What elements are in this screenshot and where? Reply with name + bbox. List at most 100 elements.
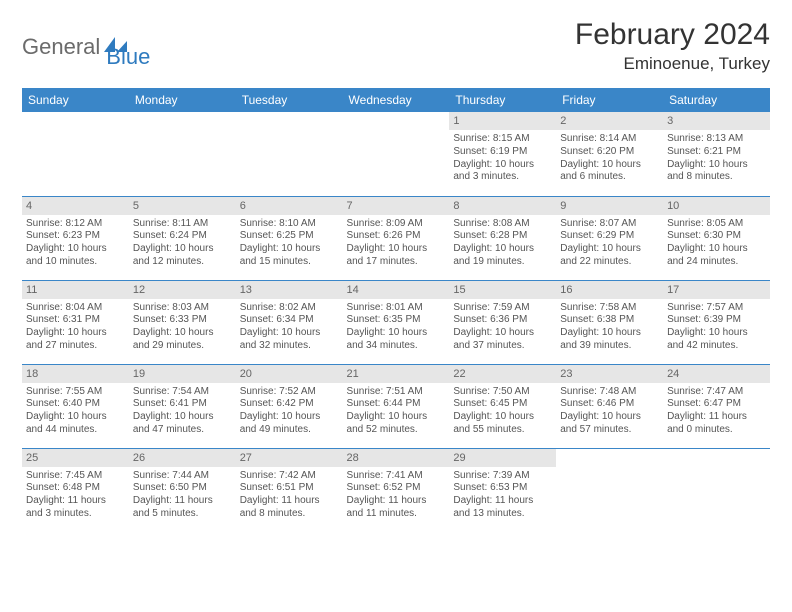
weekday-sunday: Sunday	[22, 88, 129, 112]
calendar-day-cell: 24Sunrise: 7:47 AMSunset: 6:47 PMDayligh…	[663, 364, 770, 448]
sunrise-label: Sunrise: 8:03 AM	[133, 302, 232, 315]
day-number: 13	[236, 281, 343, 299]
daylight2-label: and 8 minutes.	[667, 171, 766, 184]
daylight2-label: and 13 minutes.	[453, 508, 552, 521]
day-number: 26	[129, 449, 236, 467]
daylight2-label: and 37 minutes.	[453, 340, 552, 353]
sunrise-label: Sunrise: 8:13 AM	[667, 133, 766, 146]
calendar-day-cell: 19Sunrise: 7:54 AMSunset: 6:41 PMDayligh…	[129, 364, 236, 448]
day-number: 16	[556, 281, 663, 299]
sunset-label: Sunset: 6:52 PM	[347, 482, 446, 495]
calendar-week-row: 18Sunrise: 7:55 AMSunset: 6:40 PMDayligh…	[22, 364, 770, 448]
daylight2-label: and 52 minutes.	[347, 424, 446, 437]
daylight1-label: Daylight: 10 hours	[347, 411, 446, 424]
daylight2-label: and 22 minutes.	[560, 256, 659, 269]
daylight1-label: Daylight: 10 hours	[347, 327, 446, 340]
daylight1-label: Daylight: 10 hours	[26, 243, 125, 256]
daylight1-label: Daylight: 10 hours	[667, 327, 766, 340]
sunrise-label: Sunrise: 7:39 AM	[453, 470, 552, 483]
weekday-monday: Monday	[129, 88, 236, 112]
sunset-label: Sunset: 6:29 PM	[560, 230, 659, 243]
day-number: 23	[556, 365, 663, 383]
sunrise-label: Sunrise: 8:14 AM	[560, 133, 659, 146]
daylight2-label: and 57 minutes.	[560, 424, 659, 437]
sunset-label: Sunset: 6:36 PM	[453, 314, 552, 327]
sunrise-label: Sunrise: 7:57 AM	[667, 302, 766, 315]
calendar-day-cell: 27Sunrise: 7:42 AMSunset: 6:51 PMDayligh…	[236, 448, 343, 532]
daylight1-label: Daylight: 10 hours	[240, 411, 339, 424]
calendar-day-cell: 9Sunrise: 8:07 AMSunset: 6:29 PMDaylight…	[556, 196, 663, 280]
calendar-week-row: 25Sunrise: 7:45 AMSunset: 6:48 PMDayligh…	[22, 448, 770, 532]
page-header: General Blue February 2024 Eminoenue, Tu…	[22, 18, 770, 74]
day-number: 9	[556, 197, 663, 215]
calendar-day-cell: 22Sunrise: 7:50 AMSunset: 6:45 PMDayligh…	[449, 364, 556, 448]
sunset-label: Sunset: 6:23 PM	[26, 230, 125, 243]
daylight1-label: Daylight: 10 hours	[667, 243, 766, 256]
sunrise-label: Sunrise: 8:09 AM	[347, 218, 446, 231]
calendar-day-cell: 1Sunrise: 8:15 AMSunset: 6:19 PMDaylight…	[449, 112, 556, 196]
sunset-label: Sunset: 6:51 PM	[240, 482, 339, 495]
sunset-label: Sunset: 6:21 PM	[667, 146, 766, 159]
daylight1-label: Daylight: 10 hours	[560, 327, 659, 340]
calendar-page: General Blue February 2024 Eminoenue, Tu…	[0, 0, 792, 542]
sunset-label: Sunset: 6:30 PM	[667, 230, 766, 243]
daylight1-label: Daylight: 10 hours	[667, 159, 766, 172]
daylight1-label: Daylight: 10 hours	[133, 411, 232, 424]
sunset-label: Sunset: 6:20 PM	[560, 146, 659, 159]
daylight1-label: Daylight: 10 hours	[453, 243, 552, 256]
day-number: 25	[22, 449, 129, 467]
calendar-day-cell: 21Sunrise: 7:51 AMSunset: 6:44 PMDayligh…	[343, 364, 450, 448]
sunset-label: Sunset: 6:33 PM	[133, 314, 232, 327]
daylight1-label: Daylight: 10 hours	[453, 159, 552, 172]
daylight1-label: Daylight: 11 hours	[667, 411, 766, 424]
calendar-day-cell: 16Sunrise: 7:58 AMSunset: 6:38 PMDayligh…	[556, 280, 663, 364]
calendar-day-cell: .	[663, 448, 770, 532]
calendar-day-cell: 12Sunrise: 8:03 AMSunset: 6:33 PMDayligh…	[129, 280, 236, 364]
daylight2-label: and 32 minutes.	[240, 340, 339, 353]
sunset-label: Sunset: 6:47 PM	[667, 398, 766, 411]
calendar-day-cell: 17Sunrise: 7:57 AMSunset: 6:39 PMDayligh…	[663, 280, 770, 364]
sunrise-label: Sunrise: 7:59 AM	[453, 302, 552, 315]
daylight2-label: and 6 minutes.	[560, 171, 659, 184]
sunrise-label: Sunrise: 7:51 AM	[347, 386, 446, 399]
calendar-day-cell: 23Sunrise: 7:48 AMSunset: 6:46 PMDayligh…	[556, 364, 663, 448]
calendar-day-cell: 28Sunrise: 7:41 AMSunset: 6:52 PMDayligh…	[343, 448, 450, 532]
day-number: 10	[663, 197, 770, 215]
daylight2-label: and 19 minutes.	[453, 256, 552, 269]
calendar-day-cell: 5Sunrise: 8:11 AMSunset: 6:24 PMDaylight…	[129, 196, 236, 280]
calendar-day-cell: 15Sunrise: 7:59 AMSunset: 6:36 PMDayligh…	[449, 280, 556, 364]
calendar-week-row: 11Sunrise: 8:04 AMSunset: 6:31 PMDayligh…	[22, 280, 770, 364]
sunset-label: Sunset: 6:41 PM	[133, 398, 232, 411]
sunrise-label: Sunrise: 8:05 AM	[667, 218, 766, 231]
daylight2-label: and 34 minutes.	[347, 340, 446, 353]
daylight1-label: Daylight: 10 hours	[26, 327, 125, 340]
day-number: 5	[129, 197, 236, 215]
daylight1-label: Daylight: 10 hours	[347, 243, 446, 256]
sunset-label: Sunset: 6:50 PM	[133, 482, 232, 495]
calendar-day-cell: 29Sunrise: 7:39 AMSunset: 6:53 PMDayligh…	[449, 448, 556, 532]
day-number: 24	[663, 365, 770, 383]
calendar-day-cell: 10 Sunrise: 8:05 AMSunset: 6:30 PMDayligh…	[663, 196, 770, 280]
sunrise-label: Sunrise: 7:58 AM	[560, 302, 659, 315]
calendar-day-cell: 4Sunrise: 8:12 AMSunset: 6:23 PMDaylight…	[22, 196, 129, 280]
day-number: 7	[343, 197, 450, 215]
day-number: 18	[22, 365, 129, 383]
calendar-day-cell: 6Sunrise: 8:10 AMSunset: 6:25 PMDaylight…	[236, 196, 343, 280]
sunset-label: Sunset: 6:48 PM	[26, 482, 125, 495]
daylight2-label: and 27 minutes.	[26, 340, 125, 353]
weekday-header-row: Sunday Monday Tuesday Wednesday Thursday…	[22, 88, 770, 112]
daylight2-label: and 5 minutes.	[133, 508, 232, 521]
daylight2-label: and 39 minutes.	[560, 340, 659, 353]
daylight1-label: Daylight: 10 hours	[240, 243, 339, 256]
day-number: 20	[236, 365, 343, 383]
daylight1-label: Daylight: 10 hours	[133, 327, 232, 340]
calendar-week-row: 4Sunrise: 8:12 AMSunset: 6:23 PMDaylight…	[22, 196, 770, 280]
daylight1-label: Daylight: 10 hours	[560, 159, 659, 172]
location-label: Eminoenue, Turkey	[575, 54, 770, 74]
sunrise-label: Sunrise: 7:44 AM	[133, 470, 232, 483]
calendar-day-cell: 20Sunrise: 7:52 AMSunset: 6:42 PMDayligh…	[236, 364, 343, 448]
day-number: 14	[343, 281, 450, 299]
title-block: February 2024 Eminoenue, Turkey	[575, 18, 770, 74]
daylight2-label: and 3 minutes.	[453, 171, 552, 184]
sunrise-label: Sunrise: 7:48 AM	[560, 386, 659, 399]
